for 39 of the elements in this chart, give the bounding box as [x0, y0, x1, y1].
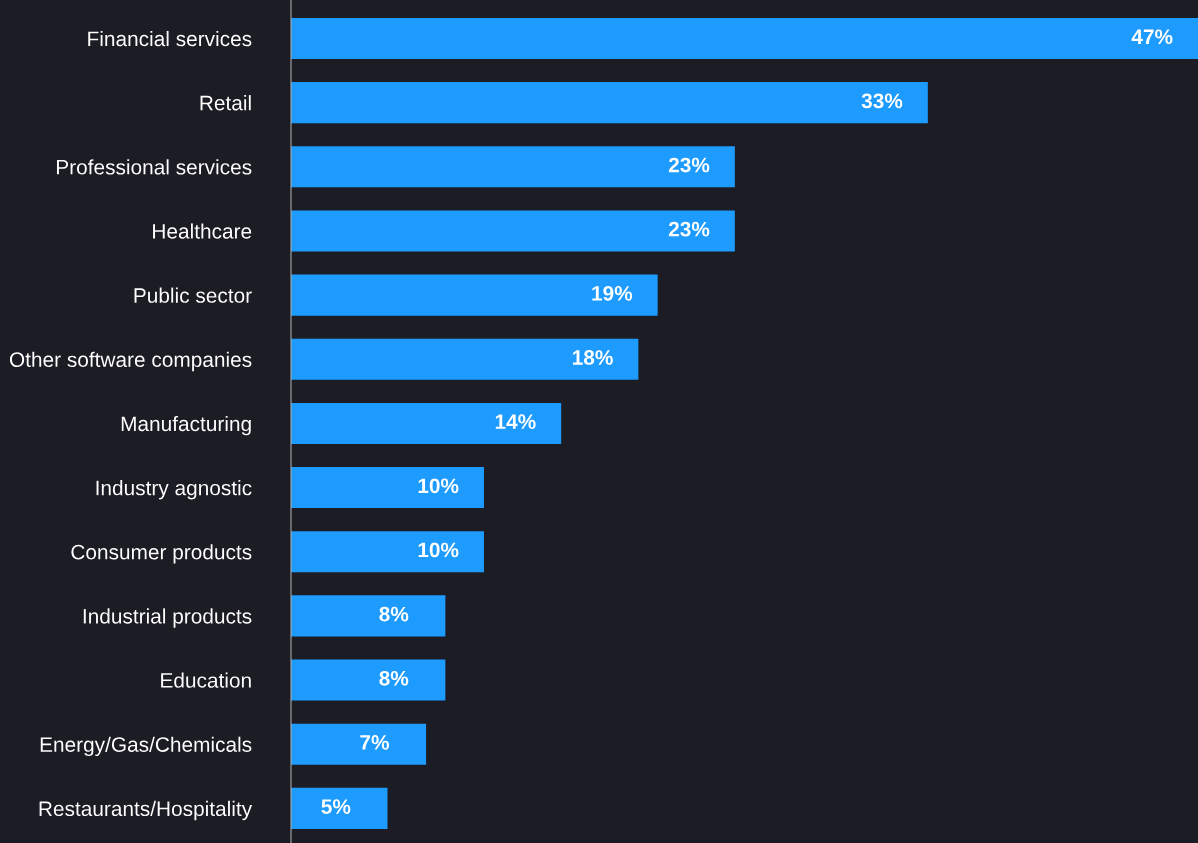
- y-tick-label: Retail: [200, 95, 251, 111]
- data-label: 8%: [379, 670, 409, 686]
- bar: [291, 595, 446, 637]
- y-tick-label: Manufacturing: [121, 415, 251, 436]
- data-label: 10%: [418, 542, 459, 558]
- data-label: 18%: [573, 350, 613, 365]
- bar: [291, 467, 484, 509]
- y-tick-label: Industrial products: [83, 608, 252, 628]
- y-tick-label: Professional services: [56, 159, 252, 175]
- data-label: 19%: [592, 285, 633, 301]
- bar: [291, 17, 1198, 60]
- data-label: 7%: [360, 735, 389, 750]
- bar: [291, 659, 446, 701]
- y-tick-label: Consumer products: [71, 544, 252, 564]
- y-tick-label: Other software companies: [9, 351, 252, 372]
- data-label: 23%: [668, 221, 710, 237]
- data-label: 47%: [1131, 29, 1173, 45]
- bar: [291, 82, 928, 124]
- data-label: 8%: [379, 606, 409, 622]
- y-tick-label: Public sector: [134, 287, 252, 303]
- data-label: 23%: [668, 157, 710, 173]
- y-tick-label: Industry agnostic: [96, 480, 252, 500]
- bar: [291, 146, 735, 188]
- y-tick-label: Financial services: [88, 30, 252, 47]
- bar: [291, 787, 388, 829]
- y-tick-label: Education: [161, 672, 251, 688]
- y-tick-label: Healthcare: [153, 223, 252, 239]
- y-tick-label: Energy/Gas/Chemicals: [40, 736, 252, 757]
- bar: [291, 402, 562, 444]
- bar: [291, 531, 484, 573]
- data-label: 10%: [418, 478, 459, 494]
- bar: [291, 210, 735, 252]
- bar: [291, 723, 427, 765]
- y-tick-label: Restaurants/Hospitality: [39, 800, 253, 821]
- data-label: 33%: [861, 93, 903, 109]
- data-label: 5%: [321, 799, 351, 814]
- bar: [291, 338, 639, 380]
- data-label: 14%: [495, 414, 536, 429]
- bar: [291, 274, 658, 316]
